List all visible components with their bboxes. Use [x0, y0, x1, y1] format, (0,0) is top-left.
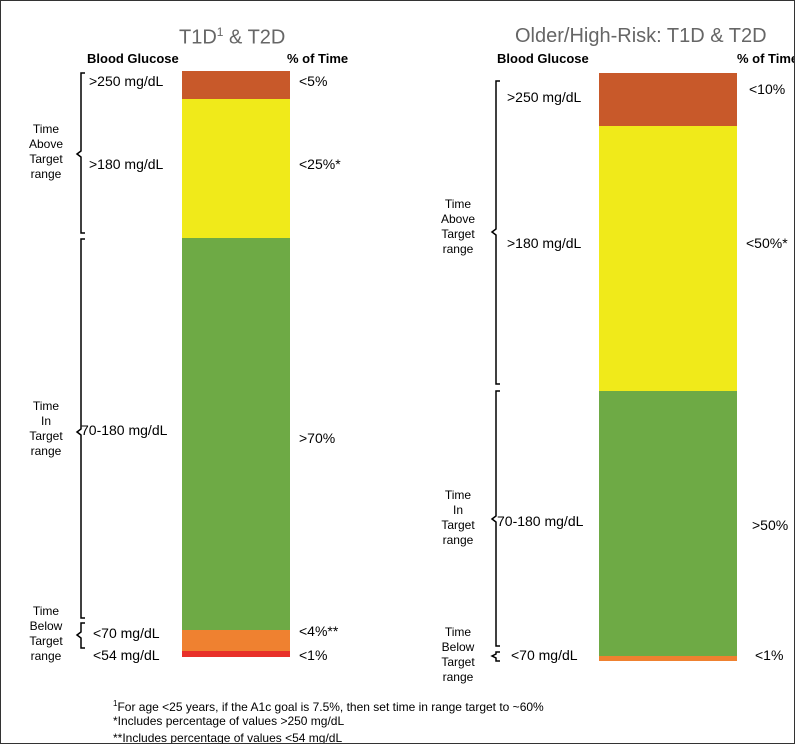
target-label-low: <4%**: [299, 623, 339, 639]
range-label-in-range: 70-180 mg/dL: [497, 513, 584, 529]
percent-time-header: % of Time: [287, 51, 349, 66]
target-label-very-low: <1%: [299, 647, 328, 663]
chart-title: T1D1 & T2D: [179, 25, 286, 49]
bar-segment-in-range: [182, 238, 290, 630]
chart-title: Older/High-Risk: T1D & T2D: [515, 25, 767, 47]
group-label-in: Time In Target range: [441, 488, 475, 547]
percent-time-header: % of Time: [737, 51, 795, 66]
bar-segment-high: [599, 126, 737, 391]
range-label-in-range: 70-180 mg/dL: [81, 422, 168, 438]
target-label-very-high: <5%: [299, 73, 328, 89]
bar-segment-in-range: [599, 391, 737, 656]
bracket-in: [75, 238, 85, 619]
bar-segment-very-high: [599, 73, 737, 126]
range-label-very-high: >250 mg/dL: [89, 73, 164, 89]
target-label-high: <25%*: [299, 156, 341, 172]
range-label-very-high: >250 mg/dL: [507, 89, 582, 105]
target-label-in-range: >70%: [299, 430, 336, 446]
group-label-below: Time Below Target range: [441, 625, 475, 684]
footnote-below-range: **Includes percentage of values <54 mg/d…: [113, 731, 343, 744]
bar-segment-low: [182, 630, 290, 651]
bar-segment-very-low: [182, 651, 290, 657]
target-label-high: <50%*: [746, 235, 788, 251]
footnote-age: 1For age <25 years, if the A1c goal is 7…: [113, 699, 544, 714]
target-label-very-high: <10%: [749, 81, 786, 97]
range-label-high: >180 mg/dL: [89, 156, 164, 172]
footnote-above-range: *Includes percentage of values >250 mg/d…: [113, 714, 345, 728]
bar-segment-very-high: [182, 71, 290, 99]
bracket-below: [490, 651, 500, 662]
target-label-in-range: >50%: [752, 517, 789, 533]
range-label-low: <70 mg/dL: [511, 647, 578, 663]
group-label-below: Time Below Target range: [29, 604, 63, 663]
range-label-low: <70 mg/dL: [93, 625, 160, 641]
range-label-high: >180 mg/dL: [507, 235, 582, 251]
bracket-in: [490, 390, 500, 647]
bar-segment-low: [599, 656, 737, 661]
target-label-low: <1%: [755, 647, 784, 663]
group-label-in: Time In Target range: [29, 399, 63, 458]
range-label-very-low: <54 mg/dL: [93, 647, 160, 663]
group-label-above: Time Above Target range: [28, 122, 64, 181]
bar-segment-high: [182, 99, 290, 238]
bracket-below: [75, 622, 85, 649]
bracket-above: [490, 80, 500, 385]
blood-glucose-header: Blood Glucose: [497, 51, 589, 66]
bracket-above: [75, 72, 85, 234]
blood-glucose-header: Blood Glucose: [87, 51, 179, 66]
group-label-above: Time Above Target range: [440, 197, 476, 256]
